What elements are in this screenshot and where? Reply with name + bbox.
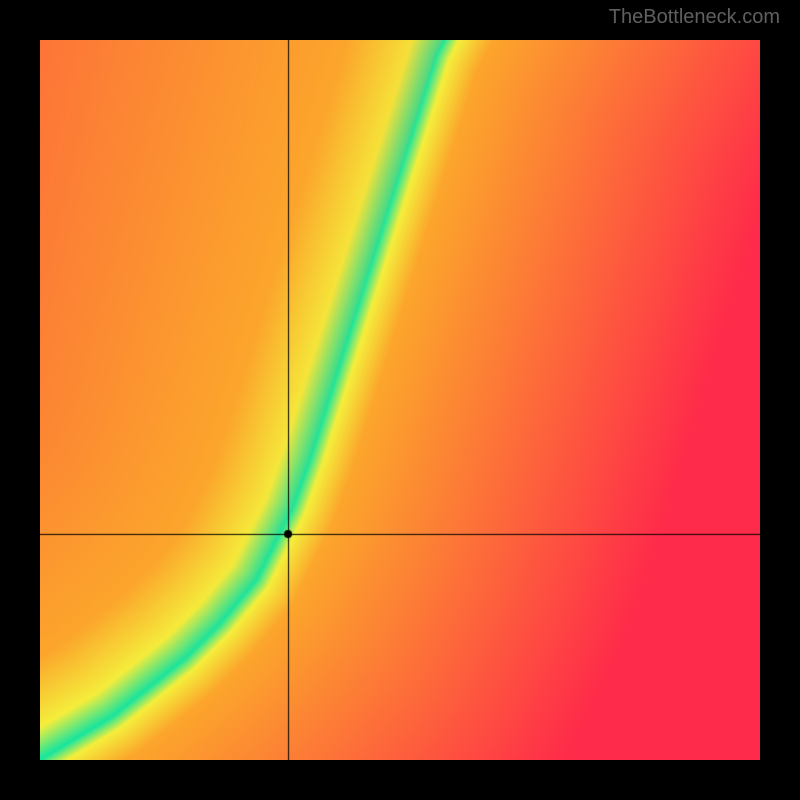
heatmap-plot [40, 40, 760, 760]
watermark-text: TheBottleneck.com [609, 6, 780, 29]
heatmap-canvas [40, 40, 760, 760]
